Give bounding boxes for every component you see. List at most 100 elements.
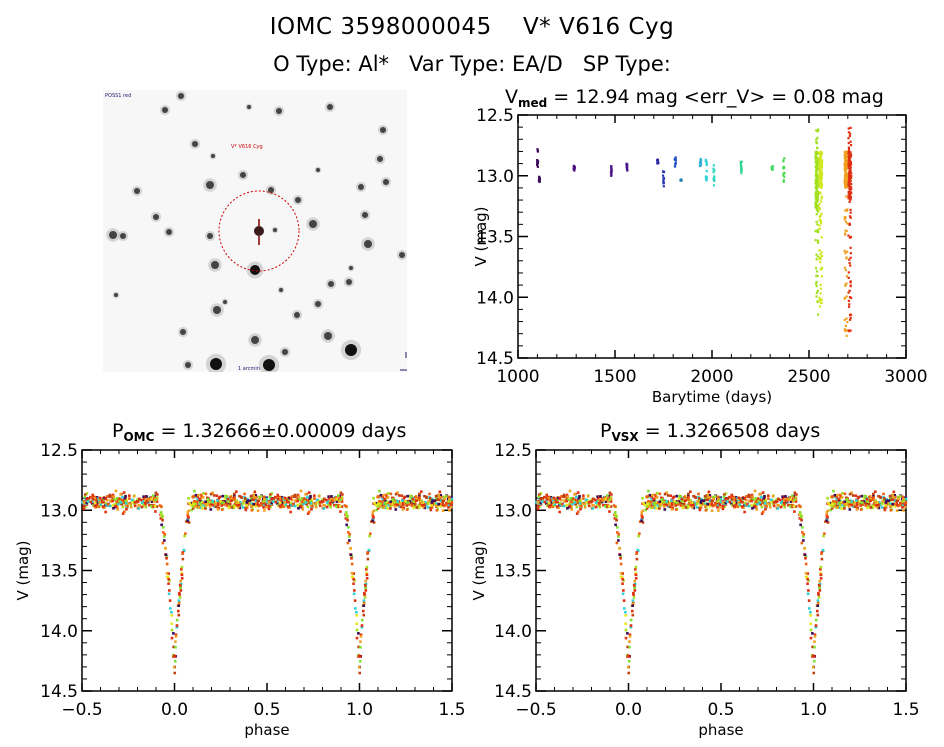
phase-vsx-point <box>632 583 636 587</box>
lightcurve-point <box>815 206 818 209</box>
phase-omc-point <box>302 497 306 501</box>
phase-vsx-point <box>804 571 808 575</box>
phase-omc-point <box>238 506 242 510</box>
phase-omc-point <box>150 500 154 503</box>
lightcurve-point <box>814 165 818 168</box>
phase-omc-point <box>206 496 209 500</box>
phase-vsx-point <box>805 575 809 579</box>
phase-omc-point <box>114 489 118 493</box>
phase-vsx-point <box>579 505 583 509</box>
phase-omc-point <box>82 501 86 504</box>
star <box>327 104 333 110</box>
phase-omc-point <box>238 500 242 504</box>
phase-vsx-point <box>647 489 650 493</box>
phase-omc-point <box>386 496 390 499</box>
phase-omc-point <box>211 500 215 503</box>
phase-vsx-point <box>763 499 767 503</box>
phase-vsx-point <box>647 499 650 503</box>
phase-vsx-point <box>833 493 837 497</box>
phase-vsx-point <box>629 624 633 627</box>
phase-omc-point <box>241 506 245 509</box>
star <box>380 127 386 133</box>
phase-omc-point <box>335 500 339 503</box>
star <box>324 332 332 340</box>
lightcurve-point <box>814 154 817 158</box>
lightcurve-point <box>818 299 821 302</box>
phase-omc-point <box>253 496 257 499</box>
star <box>268 187 274 193</box>
lightcurve-point <box>849 246 852 249</box>
phase-omc-point <box>154 491 158 495</box>
phase-omc-point <box>360 625 364 629</box>
phase-omc-point <box>165 562 169 566</box>
phase-vsx-point <box>667 502 671 506</box>
lightcurve-point <box>610 174 613 177</box>
phase-omc-point <box>269 501 272 504</box>
phase-omc-point <box>293 493 297 497</box>
phase-omc-point <box>330 495 333 498</box>
phase-vsx-point <box>627 659 631 663</box>
phase-vsx-point <box>889 496 892 500</box>
phase-vsx-point <box>705 504 709 508</box>
phase-vsx-point <box>614 505 617 508</box>
phase-vsx-point <box>851 494 855 497</box>
phase-vsx-point <box>607 496 610 500</box>
lightcurve-point <box>848 161 852 164</box>
phase-vsx-point <box>854 494 858 498</box>
star <box>316 168 320 172</box>
phase-omc-point <box>365 565 369 569</box>
phase-vsx-point <box>537 495 541 499</box>
phase-omc-point <box>428 497 432 500</box>
phase-vsx-point <box>834 503 838 506</box>
phase-omc-point <box>211 491 214 495</box>
lightcurve-point <box>819 180 823 183</box>
phase-vsx-point <box>728 500 732 504</box>
phase-omc-point <box>398 502 402 506</box>
phase-omc-point <box>403 502 406 506</box>
star <box>114 293 118 297</box>
phase-omc-point <box>308 501 311 505</box>
phase-vsx-point <box>719 497 723 501</box>
phase-omc-point <box>449 505 453 509</box>
phase-vsx-point <box>650 504 654 508</box>
phase-vsx-point <box>592 504 595 507</box>
phase-omc-point <box>450 501 454 504</box>
star <box>276 108 282 114</box>
phase-vsx-point <box>708 499 712 503</box>
phase-omc-point <box>212 494 216 497</box>
phase-vsx-point <box>603 504 607 508</box>
phase-vsx-point <box>681 506 684 510</box>
phase-vsx-point <box>545 498 549 501</box>
lightcurve-point <box>573 169 576 172</box>
phase-omc-point <box>428 492 431 496</box>
phase-omc-point <box>198 500 202 503</box>
phase-omc-point <box>118 499 121 503</box>
phase-omc-point <box>166 575 170 579</box>
phase-omc-point <box>353 599 357 602</box>
lightcurve-point <box>820 275 823 278</box>
phase-omc-point <box>190 508 193 512</box>
phase-omc-point <box>116 502 120 506</box>
phase-omc-point <box>111 499 115 503</box>
lightcurve-point <box>845 161 848 164</box>
phase-vsx-point <box>782 501 786 505</box>
phase-omc-point <box>291 495 294 498</box>
phase-vsx-point <box>870 496 874 500</box>
phase-omc-point <box>361 609 365 613</box>
phase-omc-point <box>86 498 90 502</box>
lightcurve-point <box>849 264 852 267</box>
lightcurve-point <box>816 223 819 226</box>
phase-vsx-point <box>884 499 888 502</box>
phase-omc-point <box>421 505 425 509</box>
phase-vsx-point <box>730 498 734 501</box>
phase-omc-point <box>251 504 255 508</box>
phase-vsx-point <box>772 501 776 504</box>
phase-vsx-point <box>716 500 719 503</box>
lightcurve-point <box>817 210 820 213</box>
lightcurve-point <box>610 167 613 170</box>
phase-omc-point <box>143 499 147 502</box>
lightcurve-point <box>819 261 822 264</box>
phase-omc-point <box>233 494 236 497</box>
phase-omc-point <box>365 577 369 580</box>
phase-vsx-point <box>583 505 587 509</box>
